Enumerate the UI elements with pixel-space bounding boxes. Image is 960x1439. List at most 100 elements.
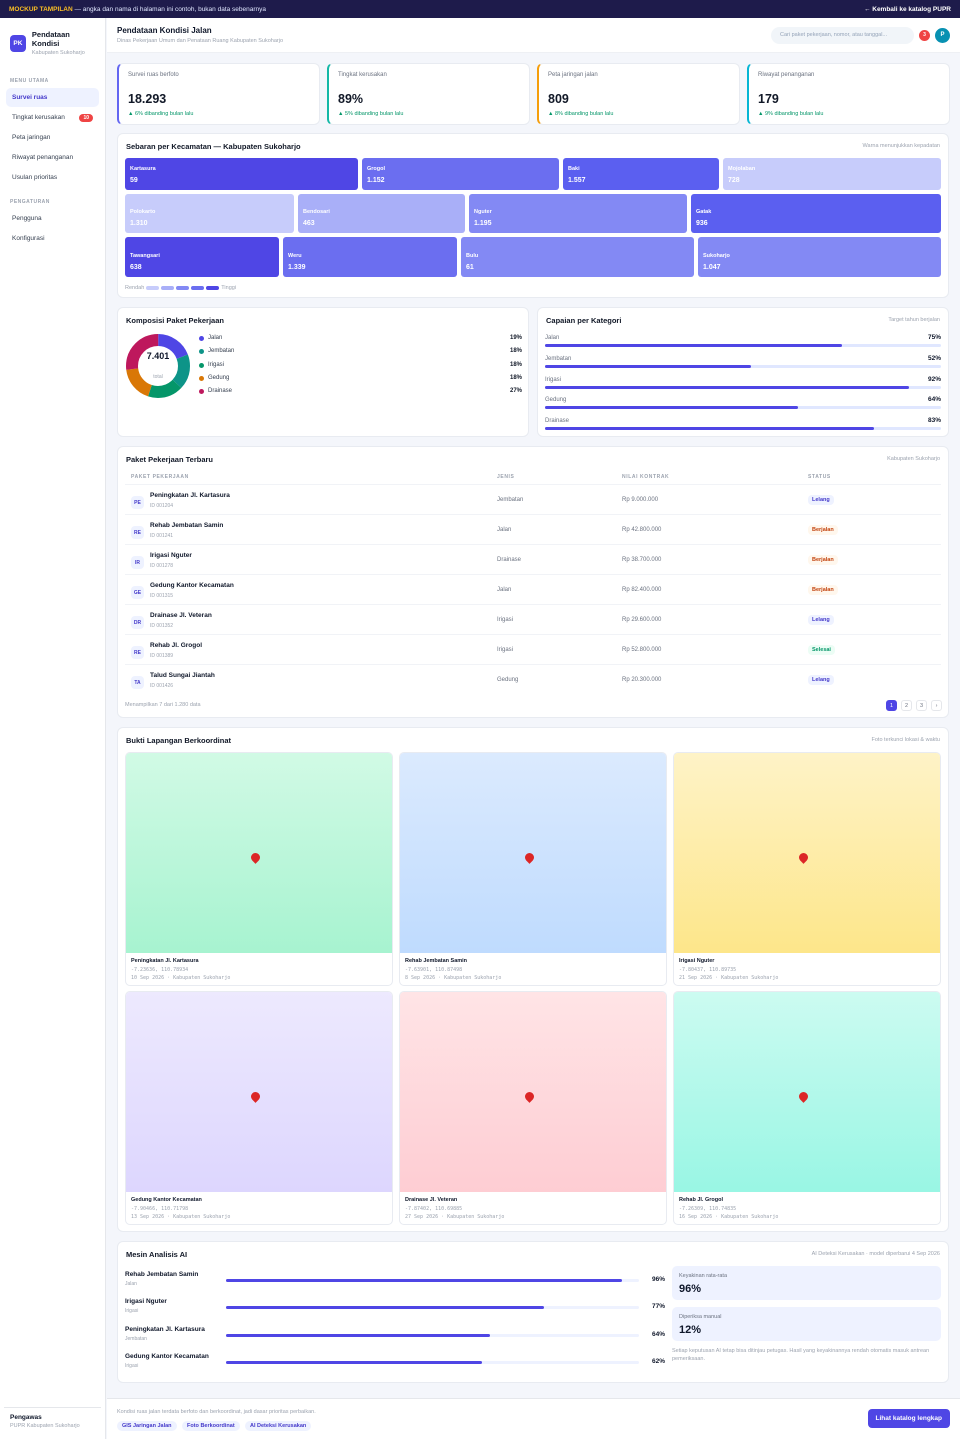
photo-image xyxy=(400,753,666,953)
user-role: Pengawas xyxy=(10,1414,42,1421)
row-name: Talud Sungai Jiantah xyxy=(150,672,215,679)
sidebar-item-survei-ruas[interactable]: Survei ruas xyxy=(6,88,99,107)
donut-chart xyxy=(126,334,190,398)
field-photo-card[interactable]: Drainase Jl. Veteran -7.87402, 110.69885… xyxy=(399,991,667,1225)
treemap-tile-kartasura[interactable]: Kartasura 59 xyxy=(125,158,358,190)
treemap-tile-mojolaban[interactable]: Mojolaban 728 xyxy=(723,158,941,190)
field-photo-card[interactable]: Gedung Kantor Kecamatan -7.90466, 110.71… xyxy=(125,991,393,1225)
chip-ai[interactable]: AI Deteksi Kerusakan xyxy=(245,1421,312,1431)
column-header: STATUS xyxy=(808,474,831,480)
row-initials: DR xyxy=(131,616,144,629)
treemap-tile-polokarto[interactable]: Polokarto 1.310 xyxy=(125,194,294,233)
footer-text: Kondisi ruas jalan terdata berfoto dan b… xyxy=(117,1409,316,1415)
kpi-card-peta: Peta jaringan jalan 809 ▲ 8% dibanding b… xyxy=(537,63,740,125)
table-row[interactable]: PE Peningkatan Jl. Kartasura ID 001204 J… xyxy=(125,484,941,514)
table-row[interactable]: IR Irigasi Nguter ID 001278 Drainase Rp … xyxy=(125,544,941,574)
sidebar-item-tingkat-kerusakan[interactable]: Tingkat kerusakan 10 xyxy=(6,108,99,127)
treemap-tile-nguter[interactable]: Nguter 1.195 xyxy=(469,194,687,233)
treemap-tile-tawangsari[interactable]: Tawangsari 638 xyxy=(125,237,279,277)
avatar[interactable]: P xyxy=(935,27,950,43)
table-row[interactable]: GE Gedung Kantor Kecamatan ID 001315 Jal… xyxy=(125,574,941,604)
notification-bell-icon[interactable]: 3 xyxy=(919,29,930,41)
view-catalog-button[interactable]: Lihat katalog lengkap xyxy=(867,1409,950,1428)
mockup-tag: MOCKUP TAMPILAN xyxy=(9,5,73,13)
table-row[interactable]: RE Rehab Jl. Grogol ID 001389 Irigasi Rp… xyxy=(125,634,941,664)
legend-pct: 18% xyxy=(509,348,522,354)
count-badge: 10 xyxy=(79,113,93,122)
sidebar-item-konfigurasi[interactable]: Konfigurasi xyxy=(6,229,99,248)
progress-fill xyxy=(545,365,751,368)
legend-item-jembatan: Jembatan 18% xyxy=(199,348,522,354)
legend-item-jalan: Jalan 19% xyxy=(199,335,522,341)
page-button-1[interactable]: 1 xyxy=(886,700,897,711)
legend-item-gedung: Gedung 18% xyxy=(199,375,522,381)
table-row[interactable]: DR Drainase Jl. Veteran ID 001352 Irigas… xyxy=(125,604,941,634)
progress-fill xyxy=(545,386,910,389)
field-photo-card[interactable]: Rehab Jembatan Samin -7.63901, 110.87498… xyxy=(399,752,667,986)
user-org: PUPR Kabupaten Sukoharjo xyxy=(10,1423,80,1429)
page-button-3[interactable]: 3 xyxy=(916,700,927,711)
tile-name: Polokarto xyxy=(130,209,156,215)
treemap-tile-bendosari[interactable]: Bendosari 463 xyxy=(298,194,465,233)
chip-gis[interactable]: GIS Jaringan Jalan xyxy=(117,1421,177,1431)
tile-count: 936 xyxy=(696,220,708,227)
legend-high-label: Tinggi xyxy=(221,285,237,291)
next-page-button[interactable]: › xyxy=(931,700,942,711)
donut-slice-jembatan xyxy=(126,334,190,398)
tile-name: Nguter xyxy=(474,209,492,215)
sidebar-item-peta-jaringan[interactable]: Peta jaringan xyxy=(6,128,99,147)
treemap-tile-weru[interactable]: Weru 1.339 xyxy=(283,237,457,277)
donut-total: 7.401 xyxy=(146,351,170,361)
ai-item-name: Rehab Jembatan Samin xyxy=(125,1271,199,1278)
progress-track xyxy=(545,386,941,389)
tile-count: 1.195 xyxy=(474,220,492,227)
back-to-catalog-link[interactable]: ← Kembali ke katalog PUPR xyxy=(863,5,951,13)
status-badge: Lelang xyxy=(808,615,834,625)
brand-title: Pendataan Kondisi xyxy=(31,30,70,48)
settings-section-label: PENGATURAN xyxy=(10,199,50,205)
treemap-tile-gatak[interactable]: Gatak 936 xyxy=(691,194,941,233)
photo-title: Drainase Jl. Veteran xyxy=(405,1197,458,1203)
table-row[interactable]: RE Rehab Jembatan Samin ID 001241 Jalan … xyxy=(125,514,941,544)
page-footer: Kondisi ruas jalan terdata berfoto dan b… xyxy=(107,1398,960,1439)
row-initials: RE xyxy=(131,646,144,659)
chip-photo[interactable]: Foto Berkoordinat xyxy=(182,1421,240,1431)
treemap-tile-sukoharjo[interactable]: Sukoharjo 1.047 xyxy=(698,237,941,277)
row-type: Jalan xyxy=(497,587,512,593)
sidebar-item-riwayat-penanganan[interactable]: Riwayat penanganan xyxy=(6,148,99,167)
ai-row: Gedung Kantor Kecamatan Irigasi 62% xyxy=(125,1353,665,1369)
treemap-tile-baki[interactable]: Baki 1.557 xyxy=(563,158,719,190)
kpi-value: 89% xyxy=(338,92,364,106)
status-badge: Selesai xyxy=(808,645,835,655)
sidebar-item-usulan-prioritas[interactable]: Usulan prioritas xyxy=(6,168,99,187)
field-photo-card[interactable]: Rehab Jl. Grogol -7.26309, 110.74835 16 … xyxy=(673,991,941,1225)
stat-label: Keyakinan rata-rata xyxy=(679,1273,727,1279)
row-id: ID 001389 xyxy=(150,653,174,659)
row-type: Irigasi xyxy=(497,647,514,653)
kpi-value: 809 xyxy=(548,92,569,106)
tile-name: Weru xyxy=(288,253,302,259)
table-row[interactable]: TA Talud Sungai Jiantah ID 001426 Gedung… xyxy=(125,664,941,694)
legend-label: Gedung xyxy=(208,375,230,381)
field-photo-card[interactable]: Irigasi Nguter -7.80437, 110.89735 21 Se… xyxy=(673,752,941,986)
achievement-title: Capaian per Kategori xyxy=(546,316,622,325)
ai-fill xyxy=(226,1279,623,1282)
sidebar-item-pengguna[interactable]: Pengguna xyxy=(6,209,99,228)
row-initials: RE xyxy=(131,526,144,539)
field-photo-card[interactable]: Peningkatan Jl. Kartasura -7.23636, 110.… xyxy=(125,752,393,986)
treemap-tile-bulu[interactable]: Bulu 61 xyxy=(461,237,694,277)
tile-name: Sukoharjo xyxy=(703,253,730,259)
ai-track xyxy=(226,1279,639,1282)
search-input[interactable]: Cari paket pekerjaan, nomor, atau tangga… xyxy=(771,26,914,44)
bar-pct: 75% xyxy=(927,334,941,341)
tile-count: 728 xyxy=(728,177,740,184)
photo-coordinates: -7.63901, 110.87498 xyxy=(405,967,463,973)
row-id: ID 001426 xyxy=(150,683,174,689)
kpi-value: 18.293 xyxy=(128,92,167,106)
photo-date: 16 Sep 2026 · Kabupaten Sukoharjo xyxy=(679,1214,779,1220)
row-name: Gedung Kantor Kecamatan xyxy=(150,582,234,589)
row-initials: IR xyxy=(131,556,144,569)
treemap-tile-grogol[interactable]: Grogol 1.152 xyxy=(362,158,559,190)
legend-pct: 19% xyxy=(509,335,522,341)
page-button-2[interactable]: 2 xyxy=(901,700,912,711)
